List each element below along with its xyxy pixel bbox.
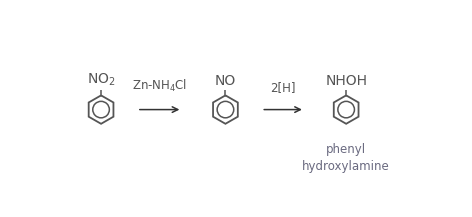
Text: Zn-NH$_4$Cl: Zn-NH$_4$Cl xyxy=(132,78,187,94)
Text: phenyl
hydroxylamine: phenyl hydroxylamine xyxy=(302,143,390,173)
Text: NO: NO xyxy=(215,74,236,88)
Text: NHOH: NHOH xyxy=(325,74,367,88)
Text: 2[H]: 2[H] xyxy=(270,81,295,94)
Text: NO$_2$: NO$_2$ xyxy=(87,71,115,88)
